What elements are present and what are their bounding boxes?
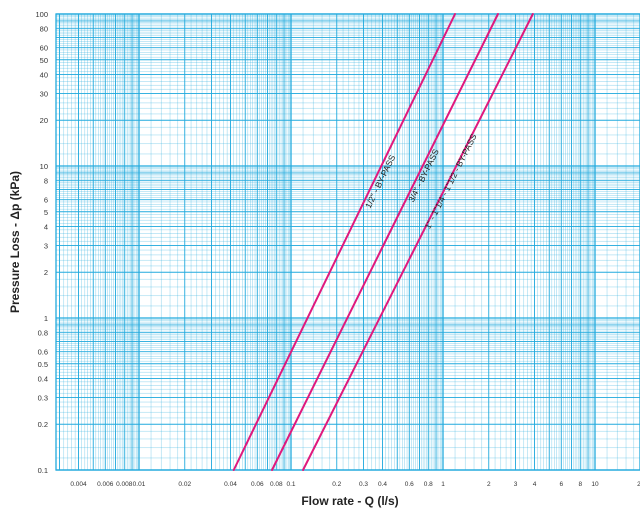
series-line <box>232 13 457 471</box>
x-tick-label: 4 <box>533 481 537 488</box>
x-tick-label: 0.6 <box>405 481 414 488</box>
x-tick-label: 10 <box>591 481 599 488</box>
y-tick-label: 4 <box>44 222 48 231</box>
y-tick-label: 8 <box>44 177 48 186</box>
y-tick-label: 20 <box>40 116 48 125</box>
y-tick-label: 0.5 <box>38 360 48 369</box>
x-tick-label: 0.02 <box>178 481 191 488</box>
grid <box>55 13 640 471</box>
y-axis-title: Pressure Loss - Δp (kPa) <box>8 171 22 313</box>
series-label: 1/2" - BY-PASS <box>363 153 397 210</box>
y-tick-label: 40 <box>40 70 48 79</box>
y-tick-label: 60 <box>40 44 48 53</box>
x-tick-label: 0.4 <box>378 481 387 488</box>
x-tick-label: 0.3 <box>359 481 368 488</box>
x-tick-label: 1 <box>441 481 445 488</box>
x-tick-label: 3 <box>514 481 518 488</box>
x-tick-label: 0.004 <box>70 481 87 488</box>
series-label: 1" - 1"1/4 - 1"1/2 - BY-PASS <box>423 132 479 231</box>
x-tick-label: 0.008 <box>116 481 133 488</box>
x-tick-label: 0.8 <box>424 481 433 488</box>
x-tick-label: 8 <box>578 481 582 488</box>
x-tick-label: 20 <box>637 481 640 488</box>
y-tick-label: 5 <box>44 208 48 217</box>
x-tick-label: 0.006 <box>97 481 114 488</box>
y-tick-label: 1 <box>44 314 48 323</box>
y-tick-label: 0.1 <box>38 466 48 475</box>
y-tick-label: 50 <box>40 56 48 65</box>
x-tick-label: 0.06 <box>251 481 264 488</box>
x-axis-title: Flow rate - Q (l/s) <box>301 494 398 508</box>
x-tick-label: 0.01 <box>133 481 146 488</box>
y-tick-label: 0.6 <box>38 348 48 357</box>
y-tick-label: 80 <box>40 25 48 34</box>
y-axis-ticks: 0.1 0.2 0.3 0.4 0.5 0.6 0.8 1 2 3 4 5 6 8 10 20 30 40 50 60… <box>35 10 48 475</box>
series-line <box>271 13 499 471</box>
y-tick-label: 0.2 <box>38 420 48 429</box>
x-tick-label: 0.1 <box>286 481 295 488</box>
y-tick-label: 2 <box>44 268 48 277</box>
y-tick-label: 3 <box>44 241 48 250</box>
x-tick-label: 0.04 <box>224 481 237 488</box>
y-tick-label: 30 <box>40 89 48 98</box>
x-tick-label: 2 <box>487 481 491 488</box>
x-tick-label: 0.2 <box>332 481 341 488</box>
y-tick-label: 100 <box>35 10 48 19</box>
x-tick-label: 0.08 <box>270 481 283 488</box>
y-tick-label: 10 <box>40 162 48 171</box>
x-axis-ticks: 0.004 0.006 0.008 0.01 0.02 0.04 0.06 0.08 0.1 0.… <box>70 481 640 488</box>
y-tick-label: 0.4 <box>38 374 48 383</box>
x-tick-label: 6 <box>559 481 563 488</box>
plot-frame <box>55 13 640 471</box>
series-line <box>302 13 534 471</box>
y-tick-label: 6 <box>44 196 48 205</box>
y-tick-label: 0.8 <box>38 329 48 338</box>
y-tick-label: 0.3 <box>38 393 48 402</box>
